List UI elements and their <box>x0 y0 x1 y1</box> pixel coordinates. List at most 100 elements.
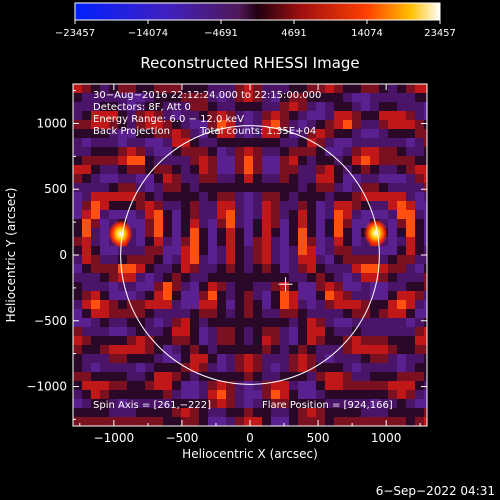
heatmap-cell <box>280 183 290 193</box>
heatmap-cell <box>118 165 128 175</box>
heatmap-cell <box>253 300 263 310</box>
heatmap-cell <box>73 147 83 157</box>
annotation-total-counts: Total counts: 1.35E+04 <box>199 126 316 137</box>
heatmap-cell <box>289 318 299 328</box>
heatmap-cell <box>190 93 200 103</box>
heatmap-cell <box>307 417 317 426</box>
y-axis-label: Heliocentric Y (arcsec) <box>4 188 18 323</box>
heatmap-cell <box>298 327 308 337</box>
heatmap-cell <box>73 381 83 391</box>
heatmap-cell <box>316 93 326 103</box>
heatmap-cell <box>307 354 317 364</box>
heatmap-cell <box>316 129 326 139</box>
heatmap-cell <box>352 327 362 337</box>
heatmap-cell <box>397 255 407 265</box>
heatmap-cell <box>370 183 380 193</box>
heatmap-cell <box>91 417 101 426</box>
heatmap-cell <box>334 318 344 328</box>
heatmap-cell <box>118 174 128 184</box>
heatmap-cell <box>343 264 353 274</box>
heatmap-cell <box>217 282 227 292</box>
heatmap-cell <box>271 102 281 112</box>
heatmap-cell <box>334 354 344 364</box>
heatmap-cell <box>136 363 146 373</box>
heatmap-cell <box>109 246 119 256</box>
heatmap-cell <box>82 246 92 256</box>
heatmap-cell <box>289 336 299 346</box>
heatmap-cell <box>118 84 128 94</box>
heatmap-cell <box>415 174 425 184</box>
heatmap-cell <box>397 228 407 238</box>
heatmap-cell <box>271 129 281 139</box>
heatmap-cell <box>334 147 344 157</box>
heatmap-cell <box>253 372 263 382</box>
heatmap-cell <box>226 291 236 301</box>
heatmap-cell <box>334 417 344 426</box>
heatmap-cell <box>298 237 308 247</box>
heatmap-cell <box>244 309 254 319</box>
heatmap-cell <box>91 291 101 301</box>
heatmap-cell <box>127 192 137 202</box>
heatmap-cell <box>307 291 317 301</box>
heatmap-cell <box>100 354 110 364</box>
heatmap-cell <box>145 147 155 157</box>
heatmap-cell <box>253 417 263 426</box>
heatmap-cell <box>172 273 182 283</box>
heatmap-cell <box>208 300 218 310</box>
heatmap-cell <box>316 210 326 220</box>
heatmap-cell <box>244 237 254 247</box>
heatmap-cell <box>280 291 290 301</box>
heatmap-cell <box>253 399 263 409</box>
heatmap-cell <box>406 174 416 184</box>
heatmap-cell <box>253 201 263 211</box>
heatmap-cell <box>91 84 101 94</box>
heatmap-cell <box>91 183 101 193</box>
heatmap-cell <box>406 93 416 103</box>
heatmap-cell <box>388 165 398 175</box>
heatmap-cell <box>316 381 326 391</box>
heatmap-cell <box>118 255 128 265</box>
heatmap-cell <box>271 93 281 103</box>
heatmap-cell <box>307 273 317 283</box>
heatmap-cell <box>325 327 335 337</box>
heatmap-cell <box>235 363 245 373</box>
heatmap-cell <box>244 408 254 418</box>
heatmap-cell <box>388 300 398 310</box>
heatmap-cell <box>415 282 425 292</box>
heatmap-cell <box>163 408 173 418</box>
heatmap-cell <box>271 336 281 346</box>
heatmap-cell <box>73 219 83 229</box>
heatmap-cell <box>253 381 263 391</box>
heatmap-cell <box>316 228 326 238</box>
heatmap-cell <box>280 129 290 139</box>
heatmap-cell <box>361 147 371 157</box>
heatmap-cell <box>82 345 92 355</box>
heatmap-cell <box>352 273 362 283</box>
heatmap-cell <box>244 363 254 373</box>
heatmap-cell <box>253 273 263 283</box>
heatmap-cell <box>388 93 398 103</box>
heatmap-cell <box>325 417 335 426</box>
heatmap-cell <box>280 282 290 292</box>
heatmap-cell <box>127 129 137 139</box>
heatmap-cell <box>289 354 299 364</box>
heatmap-cell <box>406 201 416 211</box>
heatmap-cell <box>181 156 191 166</box>
heatmap-cell <box>208 372 218 382</box>
heatmap-cell <box>298 111 308 121</box>
heatmap-cell <box>379 309 389 319</box>
heatmap-cell <box>91 399 101 409</box>
heatmap-cell <box>415 417 425 426</box>
heatmap-cell <box>334 219 344 229</box>
heatmap-cell <box>406 399 416 409</box>
heatmap-cell <box>424 219 427 229</box>
heatmap-cell <box>154 120 164 130</box>
heatmap-cell <box>361 183 371 193</box>
heatmap-cell <box>127 246 137 256</box>
annotations: 30−Aug−2016 22:12:24.000 to 22:15:00.000… <box>93 90 393 411</box>
heatmap-cell <box>298 174 308 184</box>
heatmap-cell <box>109 273 119 283</box>
heatmap-cell <box>325 363 335 373</box>
heatmap-cell <box>334 210 344 220</box>
heatmap-cell <box>289 219 299 229</box>
